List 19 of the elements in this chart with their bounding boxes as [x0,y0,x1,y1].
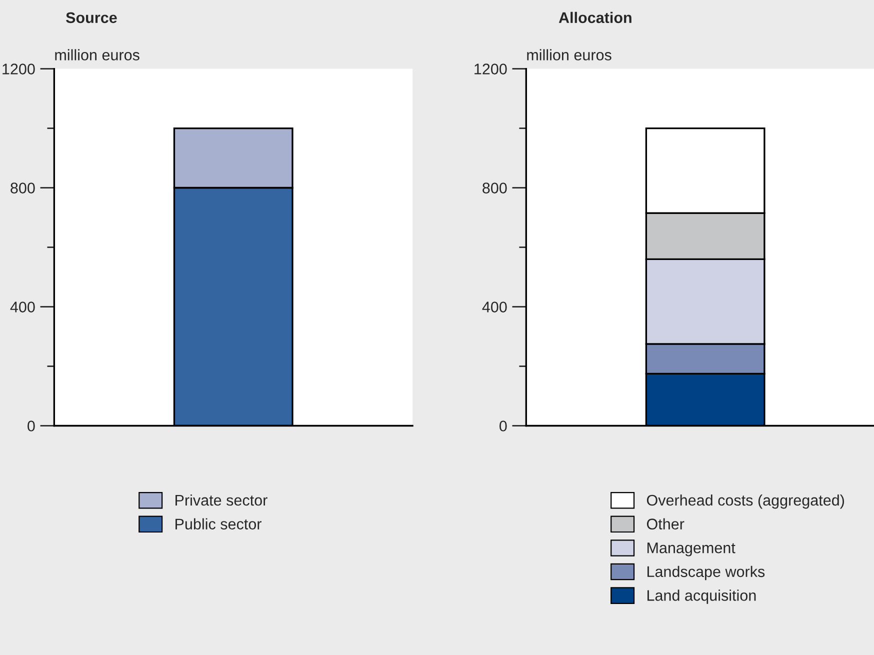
legend-label: Land acquisition [647,590,756,604]
legend-label: Public sector [176,518,262,530]
y-tick-label: 400 [10,302,35,312]
legend-label: Landscape works [647,566,765,580]
y-tick-label: 800 [10,182,35,194]
legend-label: Management [647,542,736,556]
y-tick-label: 1200 [474,64,507,74]
y-tick-label: 800 [482,182,507,194]
y-tick-label: 0 [500,420,507,432]
y-axis-title: million euros [527,49,612,60]
y-axis-title: million euros [55,49,140,60]
y-tick-label: 0 [28,420,35,432]
legend-label: Overhead costs (aggregated) [646,494,844,509]
legend-label: Other [646,518,684,530]
y-tick-label: 1200 [2,64,35,74]
y-tick-label: 400 [482,302,507,312]
chart-title: Allocation [558,12,632,24]
chart-title: Source [66,12,117,24]
legend-label: Private sector [176,494,268,506]
